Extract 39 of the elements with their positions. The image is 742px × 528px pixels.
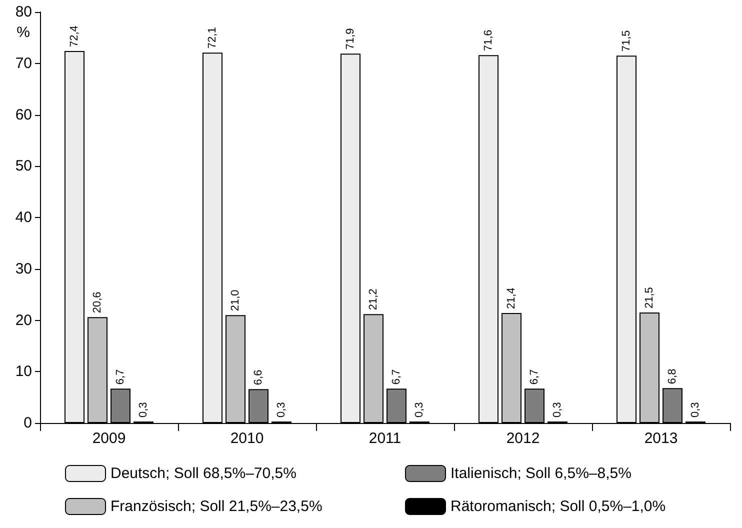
data-label: 21,2	[368, 288, 380, 310]
data-label: 21,0	[230, 290, 242, 312]
y-axis-title: %	[16, 24, 30, 41]
data-label: 72,1	[206, 27, 218, 49]
x-tick-label: 2009	[92, 430, 126, 447]
y-tick-label: 30	[15, 260, 32, 278]
y-tick-label: 10	[15, 363, 32, 380]
data-label: 6,7	[390, 369, 402, 385]
data-label: 6,7	[114, 369, 126, 385]
legend-label: Französisch; Soll 21,5%–23,5%	[110, 498, 322, 515]
data-label: 21,5	[644, 287, 656, 309]
x-tick-label: 2010	[230, 430, 264, 447]
legend-label: Rätoromanisch; Soll 0,5%–1,0%	[450, 498, 666, 515]
data-label: 71,6	[482, 30, 494, 52]
y-tick-label: 40	[15, 209, 32, 226]
data-label: 0,3	[414, 402, 426, 418]
data-label: 0,3	[276, 402, 288, 418]
data-label: 0,3	[690, 402, 702, 418]
data-label: 71,9	[344, 28, 356, 50]
y-tick-label: 0	[24, 414, 32, 432]
y-tick-label: 20	[15, 312, 32, 329]
legend-label: Italienisch; Soll 6,5%–8,5%	[450, 465, 632, 482]
data-label: 6,6	[252, 370, 264, 386]
y-tick-label: 80	[15, 4, 32, 20]
x-tick-label: 2013	[644, 430, 678, 447]
data-label: 0,3	[138, 402, 150, 418]
data-label: 72,4	[68, 26, 80, 48]
data-label: 21,4	[506, 288, 518, 310]
x-tick-label: 2011	[368, 430, 402, 447]
data-label: 20,6	[92, 292, 104, 314]
y-tick-label: 70	[15, 54, 32, 72]
data-label: 71,5	[620, 30, 632, 52]
y-tick-label: 60	[15, 106, 32, 124]
y-tick-label: 50	[15, 158, 32, 175]
data-label: 6,8	[666, 368, 678, 384]
data-label: 0,3	[552, 402, 564, 418]
x-tick-label: 2012	[506, 430, 540, 447]
data-label: 6,7	[528, 369, 540, 385]
legend-label: Deutsch; Soll 68,5%–70,5%	[110, 465, 296, 482]
